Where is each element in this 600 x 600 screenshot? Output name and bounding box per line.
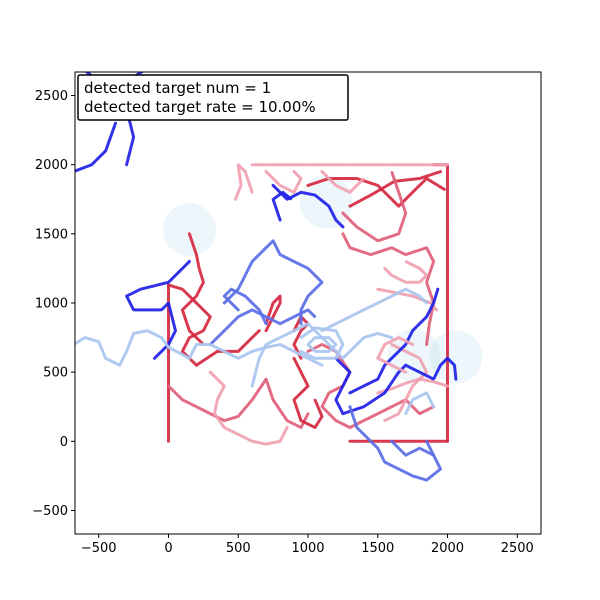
trajectory-34	[348, 287, 440, 395]
x-tick-label: 500	[226, 541, 251, 556]
trajectory-21	[306, 343, 436, 429]
annotation-line-1: detected target num = 1	[84, 79, 271, 97]
target-zone-1	[162, 203, 216, 257]
trajectory-31	[208, 308, 317, 346]
x-tick-label: 2000	[431, 541, 464, 556]
trajectory-6	[306, 177, 447, 208]
trajectory-35	[348, 405, 442, 482]
trajectory-33	[334, 356, 458, 416]
trajectory-23	[376, 377, 449, 395]
y-tick-label: −500	[32, 504, 68, 519]
x-tick-label: 1000	[291, 541, 324, 556]
trajectory-17	[208, 370, 289, 446]
trajectory-41	[306, 336, 338, 353]
y-tick-label: 1500	[35, 227, 68, 242]
trajectory-14	[167, 283, 261, 367]
trajectories	[75, 72, 458, 482]
x-tick-label: 2500	[501, 541, 534, 556]
target-zone-4	[429, 330, 483, 384]
trajectory-10	[264, 170, 303, 194]
x-tick-label: 1500	[361, 541, 394, 556]
trajectory-11	[320, 170, 366, 194]
trajectory-43	[404, 391, 436, 416]
trajectory-8	[341, 232, 436, 346]
trajectory-9	[233, 163, 254, 201]
trajectory-37	[75, 329, 170, 367]
trajectory-28	[271, 190, 293, 222]
y-axis: −500 0 500 1000 1500 2000 2500	[32, 89, 75, 519]
trajectory-15	[180, 232, 205, 346]
trajectory-25	[75, 121, 117, 173]
trajectory-16	[167, 377, 310, 429]
trajectory-7	[341, 170, 408, 243]
trajectory-40	[320, 287, 429, 333]
x-axis: −500 0 500 1000 1500 2000 2500	[81, 534, 534, 556]
y-tick-label: 500	[43, 366, 68, 381]
trajectory-30	[222, 239, 324, 326]
y-tick-label: 1000	[35, 297, 68, 312]
target-zone-2	[299, 175, 353, 229]
trajectory-42	[299, 326, 345, 360]
x-tick-label: 0	[164, 541, 172, 556]
trajectory-38	[167, 343, 324, 367]
x-tick-label: −500	[81, 541, 117, 556]
trajectory-39	[250, 322, 394, 388]
trajectory-44	[376, 336, 415, 374]
y-tick-label: 0	[60, 435, 68, 450]
trajectory-36	[390, 439, 436, 457]
y-tick-label: 2500	[35, 89, 68, 104]
annotation-box: detected target num = 1 detected target …	[77, 74, 349, 121]
trajectory-12	[383, 260, 429, 284]
trajectory-32	[222, 287, 268, 326]
y-tick-label: 2000	[35, 158, 68, 173]
trajectory-20	[292, 356, 324, 429]
annotation-line-2: detected target rate = 10.00%	[84, 98, 316, 116]
